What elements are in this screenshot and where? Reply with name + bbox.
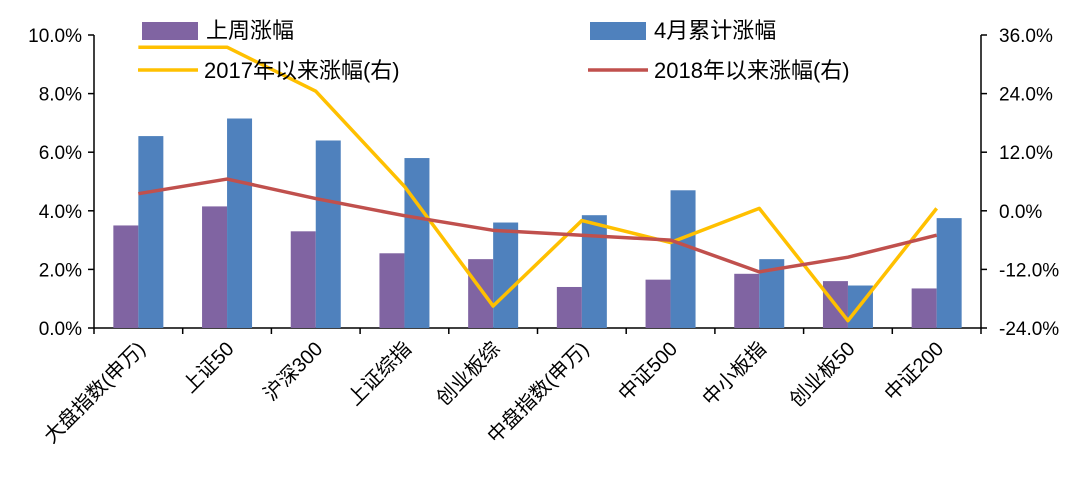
legend-label: 2017年以来涨幅(右): [204, 58, 400, 83]
category-label: 大盘指数(申万): [39, 337, 150, 448]
legend-label: 2018年以来涨幅(右): [654, 58, 850, 83]
right-tick-label: 0.0%: [999, 202, 1042, 223]
legend-label: 4月累计涨幅: [654, 18, 776, 43]
right-tick-label: 24.0%: [999, 85, 1053, 106]
left-tick-label: 10.0%: [28, 26, 82, 47]
bar-april: [493, 222, 519, 328]
legend-swatch-april: [590, 22, 646, 40]
bar-april: [138, 136, 164, 328]
category-label: 中证200: [880, 337, 948, 405]
bar-layer: [113, 118, 962, 328]
line-2017: [138, 45, 939, 323]
bar-april: [227, 118, 253, 328]
right-tick-label: 12.0%: [999, 143, 1053, 164]
bar-weekly: [468, 259, 494, 328]
legend-swatch-weekly: [142, 22, 198, 40]
left-tick-label: 8.0%: [39, 85, 82, 106]
bar-april: [936, 218, 962, 328]
line-layer: [138, 45, 939, 323]
bar-weekly: [734, 273, 760, 328]
category-label: 中证500: [614, 337, 682, 405]
category-label: 上证综指: [343, 337, 416, 410]
right-tick-label: 36.0%: [999, 26, 1053, 47]
bar-weekly: [645, 279, 671, 328]
bar-weekly: [556, 286, 582, 328]
bar-weekly: [113, 225, 139, 328]
bar-april: [404, 158, 430, 328]
left-tick-label: 6.0%: [39, 143, 82, 164]
category-label: 中小板指: [698, 337, 771, 410]
legend-label: 上周涨幅: [206, 18, 294, 43]
bar-april: [315, 140, 341, 328]
right-tick-label: -24.0%: [999, 319, 1059, 340]
axes: 0.0% 2.0% 4.0% 6.0% 8.0% 10.0% -24.0% -12.0% 0.0…: [28, 26, 1059, 340]
legend: 上周涨幅 4月累计涨幅 2017年以来涨幅(右) 2018年以来涨幅(右): [138, 18, 850, 83]
bar-april: [670, 190, 696, 328]
left-tick-label: 0.0%: [39, 319, 82, 340]
category-label: 创业板综: [432, 337, 505, 410]
left-tick-label: 4.0%: [39, 202, 82, 223]
bar-april: [581, 215, 607, 328]
right-tick-label: -12.0%: [999, 260, 1059, 281]
bar-weekly: [290, 231, 316, 328]
left-tick-label: 2.0%: [39, 260, 82, 281]
category-label: 创业板50: [785, 337, 859, 411]
category-label: 沪深300: [259, 337, 327, 405]
line-2018: [138, 177, 938, 274]
category-label: 上证50: [178, 337, 238, 397]
bar-weekly: [202, 206, 228, 328]
bar-weekly: [379, 253, 405, 328]
bar-weekly: [911, 288, 937, 328]
